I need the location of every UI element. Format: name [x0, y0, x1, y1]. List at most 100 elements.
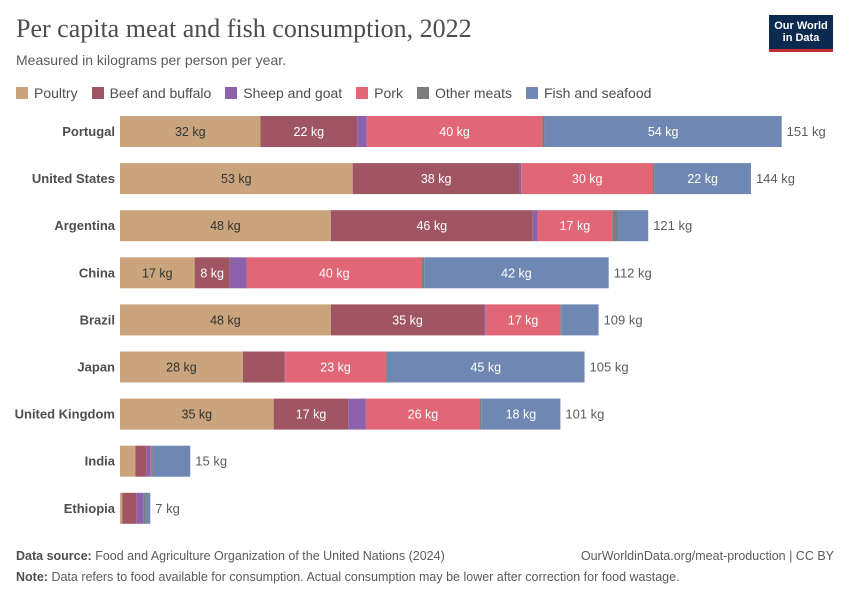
bar-brazil-poultry[interactable]: [120, 304, 331, 336]
bar-china-beef[interactable]: [194, 257, 230, 289]
bar-united-kingdom-poultry[interactable]: [120, 398, 274, 430]
legend-item-fish[interactable]: Fish and seafood: [526, 85, 651, 101]
bar-argentina-sheep[interactable]: [532, 210, 538, 242]
total-label-china: 112 kg: [614, 265, 652, 280]
value-label-united-states-poultry: 53 kg: [221, 172, 252, 186]
bar-portugal-sheep[interactable]: [357, 116, 367, 147]
bar-united-kingdom-fish[interactable]: [481, 398, 561, 430]
bar-united-states-poultry[interactable]: [120, 163, 353, 195]
bar-brazil-sheep[interactable]: [484, 304, 486, 336]
category-label-china: China: [79, 265, 116, 280]
bar-ethiopia-fish[interactable]: [145, 492, 151, 524]
legend-swatch-beef: [91, 87, 104, 99]
bar-argentina-fish[interactable]: [617, 210, 649, 242]
bar-portugal-fish[interactable]: [544, 116, 782, 147]
bar-united-kingdom-beef[interactable]: [273, 398, 349, 430]
owid-logo[interactable]: Our World in Data: [769, 15, 833, 52]
bar-ethiopia-beef[interactable]: [122, 492, 137, 524]
bar-india-sheep[interactable]: [146, 445, 151, 477]
bar-argentina-pork[interactable]: [537, 210, 613, 242]
total-label-india: 15 kg: [195, 454, 227, 469]
bar-united-states-sheep[interactable]: [519, 163, 522, 195]
category-label-japan: Japan: [77, 360, 115, 375]
value-label-japan-pork: 23 kg: [320, 361, 351, 375]
category-label-portugal: Portugal: [62, 124, 115, 139]
category-label-argentina: Argentina: [54, 218, 115, 233]
legend-label-pork: Pork: [374, 85, 403, 101]
value-label-japan-poultry: 28 kg: [166, 361, 197, 375]
legend-item-beef[interactable]: Beef and buffalo: [91, 85, 211, 101]
bar-argentina-beef[interactable]: [330, 210, 533, 242]
bar-argentina-poultry[interactable]: [120, 210, 331, 242]
bar-japan-poultry[interactable]: [120, 351, 243, 383]
legend-swatch-fish: [526, 87, 538, 99]
owid-url[interactable]: OurWorldinData.org/meat-production | CC …: [580, 549, 834, 563]
legend-label-poultry: Poultry: [34, 85, 78, 101]
bar-portugal-pork[interactable]: [366, 116, 543, 147]
value-label-portugal-fish: 54 kg: [648, 125, 679, 139]
legend-item-other[interactable]: Other meats: [416, 85, 512, 101]
bar-ethiopia-other[interactable]: [143, 492, 146, 524]
chart-title: Per capita meat and fish consumption, 20…: [16, 14, 472, 43]
bar-india-pork[interactable]: [150, 445, 153, 477]
chart-note: Note: Data refers to food available for …: [16, 570, 680, 584]
bar-japan-fish[interactable]: [386, 351, 585, 383]
value-label-brazil-poultry: 48 kg: [210, 313, 241, 327]
legend-label-other: Other meats: [434, 85, 512, 101]
total-label-japan: 105 kg: [590, 360, 629, 375]
value-label-united-states-beef: 38 kg: [421, 172, 452, 186]
bar-japan-beef[interactable]: [242, 351, 285, 383]
bar-portugal-other[interactable]: [542, 116, 545, 147]
note-text: Data refers to food available for consum…: [51, 570, 680, 584]
bar-ethiopia-sheep[interactable]: [136, 492, 144, 524]
chart-legend: Poultry Beef and buffalo Sheep and goat …: [16, 83, 665, 103]
bar-brazil-other[interactable]: [560, 304, 562, 336]
bar-india-beef[interactable]: [135, 445, 147, 477]
bar-ethiopia-poultry[interactable]: [120, 492, 123, 524]
bar-united-kingdom-pork[interactable]: [365, 398, 481, 430]
legend-item-pork[interactable]: Pork: [356, 85, 403, 101]
bar-united-states-beef[interactable]: [352, 163, 520, 195]
bar-united-states-fish[interactable]: [654, 163, 751, 195]
value-label-united-kingdom-fish: 18 kg: [506, 408, 537, 422]
value-label-china-fish: 42 kg: [501, 266, 532, 280]
bar-india-fish[interactable]: [152, 445, 191, 477]
source-text[interactable]: Food and Agriculture Organization of the…: [95, 549, 445, 563]
bar-brazil-pork[interactable]: [485, 304, 561, 336]
value-label-brazil-beef: 35 kg: [392, 313, 423, 327]
bar-china-poultry[interactable]: [120, 257, 195, 289]
bar-china-other[interactable]: [422, 257, 425, 289]
legend-swatch-pork: [356, 87, 369, 99]
bar-india-other[interactable]: [152, 445, 153, 477]
total-label-portugal: 151 kg: [787, 124, 826, 139]
bar-japan-pork[interactable]: [285, 351, 387, 383]
bar-united-states-pork[interactable]: [521, 163, 654, 195]
value-label-argentina-beef: 46 kg: [416, 219, 447, 233]
bar-brazil-fish[interactable]: [561, 304, 599, 336]
category-label-ethiopia: Ethiopia: [64, 501, 116, 516]
category-label-brazil: Brazil: [80, 312, 115, 327]
bar-china-fish[interactable]: [424, 257, 609, 289]
bar-brazil-beef[interactable]: [330, 304, 485, 336]
bar-argentina-other[interactable]: [612, 210, 618, 242]
legend-item-poultry[interactable]: Poultry: [16, 85, 78, 101]
legend-label-fish: Fish and seafood: [544, 85, 652, 101]
bar-japan-other[interactable]: [386, 351, 387, 383]
total-label-united-states: 144 kg: [756, 171, 795, 186]
legend-item-sheep[interactable]: Sheep and goat: [225, 85, 342, 101]
legend-label-sheep: Sheep and goat: [243, 85, 343, 101]
legend-swatch-sheep: [225, 87, 238, 99]
value-label-argentina-pork: 17 kg: [560, 219, 591, 233]
bar-portugal-beef[interactable]: [260, 116, 358, 147]
bar-portugal-poultry[interactable]: [120, 116, 261, 147]
bar-china-pork[interactable]: [246, 257, 423, 289]
bar-united-kingdom-other[interactable]: [480, 398, 482, 430]
data-source: Data source: Food and Agriculture Organi…: [16, 549, 445, 563]
value-label-united-kingdom-poultry: 35 kg: [182, 408, 213, 422]
bar-united-states-other[interactable]: [653, 163, 655, 195]
category-label-united-kingdom: United Kingdom: [15, 407, 115, 422]
bar-china-sheep[interactable]: [229, 257, 247, 289]
total-label-argentina: 121 kg: [653, 218, 692, 233]
bar-india-poultry[interactable]: [120, 445, 136, 477]
bar-united-kingdom-sheep[interactable]: [348, 398, 366, 430]
